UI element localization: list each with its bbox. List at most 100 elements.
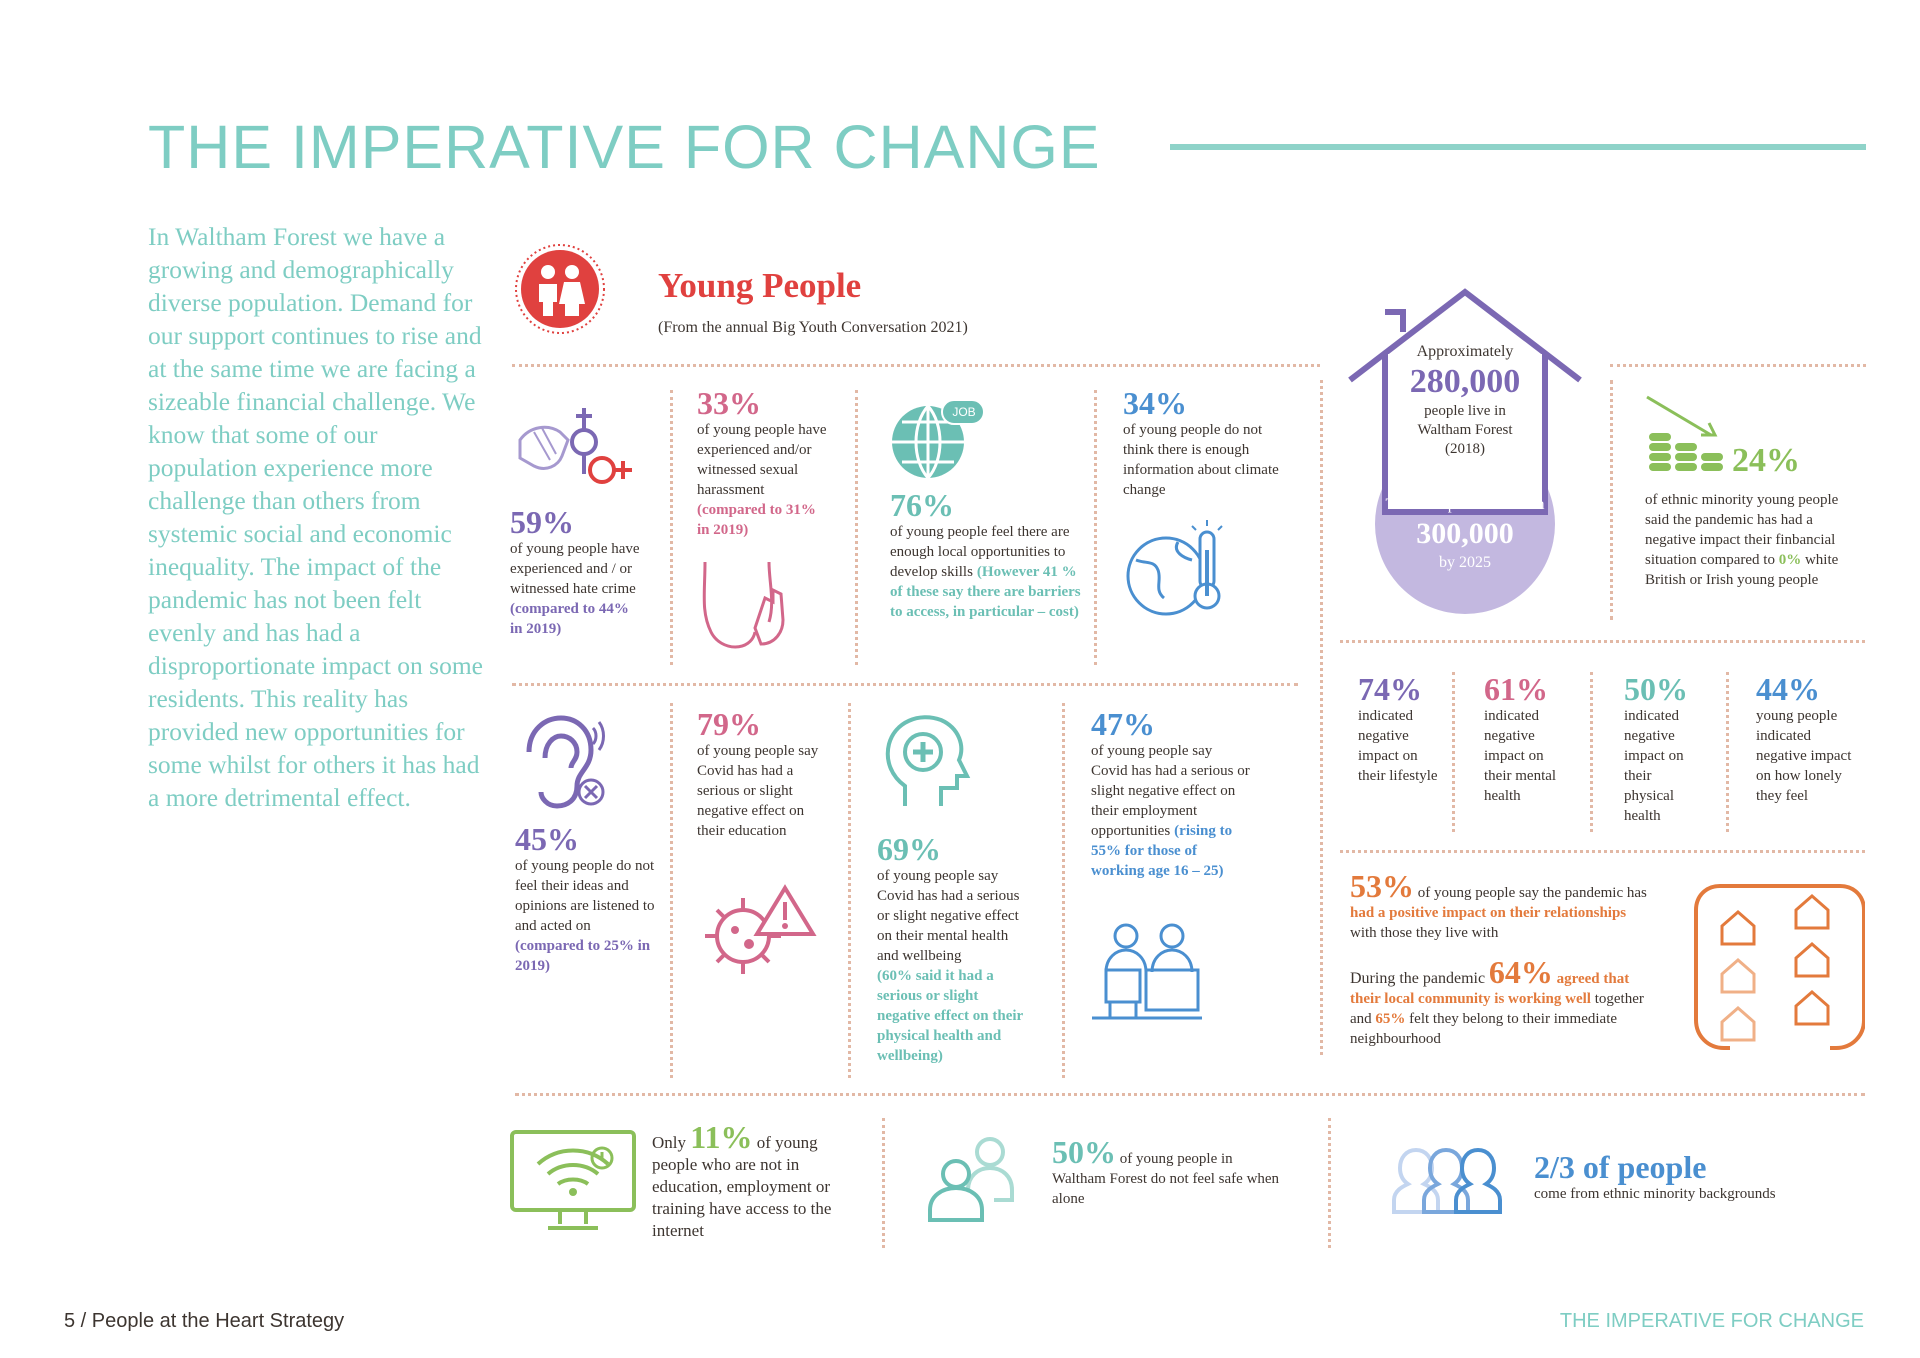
community-text-3: together and xyxy=(1350,991,1644,1027)
impact-loneliness: 44% young people indicated negative impa… xyxy=(1756,672,1856,806)
stat-text: of young people do not think there is en… xyxy=(1123,422,1279,498)
divider xyxy=(1590,672,1593,832)
divider xyxy=(512,364,1320,367)
stat-percent: 33% xyxy=(697,385,761,421)
stat-percent: 79% xyxy=(697,706,761,742)
divider xyxy=(670,390,673,665)
divider xyxy=(512,683,1298,686)
safe-text-1: of young people in xyxy=(1119,1151,1233,1167)
group-people-icon xyxy=(1390,1146,1510,1216)
ethnic-text: come from ethnic minority backgrounds xyxy=(1534,1186,1776,1202)
impact-physical-health: 50% indicated negative impact on their p… xyxy=(1624,672,1704,826)
people-icon xyxy=(922,1134,1022,1224)
divider xyxy=(1094,390,1097,665)
stat-percent: 47% xyxy=(1091,706,1155,742)
relations-text-1: of young people say the pandemic has xyxy=(1417,885,1647,901)
divider xyxy=(848,703,851,1078)
impact-mental-health: 61% indicated negative impact on their m… xyxy=(1484,672,1564,806)
intro-text: In Waltham Forest we have a growing and … xyxy=(148,222,483,812)
community-percent: 64% xyxy=(1488,954,1553,990)
stat-safe: 50% of young people in Waltham Forest do… xyxy=(1052,1136,1282,1209)
stat-note: (rising to 55% for those of working age … xyxy=(1091,823,1233,879)
population-approx: Approximately xyxy=(1416,343,1514,360)
population-future-number: 300,000 xyxy=(1416,517,1514,550)
stat-percent: 59% xyxy=(510,504,574,540)
financial-text-2: white British or Irish young people xyxy=(1645,552,1839,588)
relations-percent: 53% xyxy=(1350,868,1414,904)
population-house-graphic xyxy=(1345,288,1585,618)
impact-percent: 50% xyxy=(1624,671,1688,707)
page-title: THE IMPERATIVE FOR CHANGE xyxy=(148,113,1101,181)
interview-icon xyxy=(1090,922,1205,1022)
ear-icon xyxy=(515,712,615,812)
population-future-block: This is expected to reach 300,000 by 202… xyxy=(1370,496,1560,572)
hate-crime-icon xyxy=(510,400,640,500)
divider xyxy=(1726,672,1729,832)
financial-text-1: of ethnic minority young people said the… xyxy=(1645,492,1839,568)
stat-text: of young people have experienced and/or … xyxy=(697,422,827,498)
impact-lifestyle: 74% indicated negative impact on their l… xyxy=(1358,672,1438,786)
stat-mental: 69% of young people say Covid has had a … xyxy=(877,832,1032,1066)
stat-note: (compared to 31% in 2019) xyxy=(697,502,816,538)
impact-text: indicated negative impact on their lifes… xyxy=(1358,708,1438,784)
monitor-wifi-icon xyxy=(508,1128,638,1238)
stat-percent: 34% xyxy=(1123,385,1187,421)
divider xyxy=(1062,703,1065,1078)
internet-text-2: people who are not in education, employm… xyxy=(652,1155,832,1240)
safe-percent: 50% xyxy=(1052,1134,1116,1170)
stat-note: (compared to 25% in 2019) xyxy=(515,938,651,974)
stat-jobs: 76% of young people feel there are enoug… xyxy=(890,488,1085,622)
impact-percent: 44% xyxy=(1756,671,1820,707)
globe-job-icon: JOB xyxy=(888,396,988,486)
divider xyxy=(855,390,858,665)
stat-text: of young people say Covid has had a seri… xyxy=(877,868,1020,964)
footer-page-label: 5 / People at the Heart Strategy xyxy=(64,1310,345,1332)
stat-note: (compared to 44% in 2019) xyxy=(510,601,629,637)
coins-down-icon xyxy=(1645,395,1735,475)
divider xyxy=(1320,380,1323,1055)
footer-section-label: THE IMPERATIVE FOR CHANGE xyxy=(1559,1310,1864,1332)
divider xyxy=(1610,380,1613,620)
impact-text: young people indicated negative impact o… xyxy=(1756,708,1852,804)
divider xyxy=(882,1118,885,1248)
stat-climate: 34% of young people do not think there i… xyxy=(1123,386,1288,500)
stat-text: of young people say Covid has had a seri… xyxy=(697,743,819,839)
population-text: people live in Waltham Forest (2018) xyxy=(1417,403,1513,457)
stat-text: of young people feel there are enough lo… xyxy=(890,524,1070,580)
community-text-1: During the pandemic xyxy=(1350,970,1486,987)
financial-percent: 24% xyxy=(1732,442,1800,479)
harassment-icon xyxy=(695,558,805,658)
population-expect: This is expected to reach xyxy=(1385,496,1545,513)
stat-percent: 45% xyxy=(515,821,579,857)
divider xyxy=(1340,640,1865,643)
title-rule xyxy=(1170,144,1866,150)
stat-percent: 69% xyxy=(877,831,941,867)
divider xyxy=(1610,364,1866,367)
community-percent-2: 65% xyxy=(1375,1011,1406,1027)
population-block: Approximately 280,000 people live in Wal… xyxy=(1385,342,1545,459)
divider xyxy=(1452,672,1455,832)
virus-warning-icon xyxy=(697,880,822,980)
internet-text-1: of young xyxy=(756,1133,818,1152)
stat-ethnic: 2/3 of people come from ethnic minority … xyxy=(1534,1150,1844,1204)
divider xyxy=(1340,850,1865,853)
job-badge: JOB xyxy=(952,405,976,419)
divider xyxy=(515,1093,1865,1096)
stat-note: (However 41 % of these say there are bar… xyxy=(890,564,1081,620)
young-people-subtitle: (From the annual Big Youth Conversation … xyxy=(658,319,968,336)
divider xyxy=(1328,1118,1331,1248)
community-block: During the pandemic 64% agreed that thei… xyxy=(1350,956,1650,1049)
stat-internet: Only 11% of young people who are not in … xyxy=(652,1121,862,1242)
climate-globe-icon xyxy=(1122,520,1232,620)
stat-hate-crime: 59% of young people have experienced and… xyxy=(510,505,640,639)
relations-text-2: had a positive impact on their relations… xyxy=(1350,905,1627,921)
impact-percent: 74% xyxy=(1358,671,1422,707)
stat-text: of young people have experienced and / o… xyxy=(510,541,640,597)
impact-text: indicated negative impact on their menta… xyxy=(1484,708,1557,804)
houses-icon xyxy=(1690,882,1865,1052)
internet-percent: 11% xyxy=(690,1119,753,1155)
internet-pre: Only xyxy=(652,1133,686,1152)
community-text-4: felt they belong to their immediate neig… xyxy=(1350,1011,1618,1047)
stat-employment: 47% of young people say Covid has had a … xyxy=(1091,707,1251,881)
young-people-title: Young People xyxy=(658,266,862,305)
